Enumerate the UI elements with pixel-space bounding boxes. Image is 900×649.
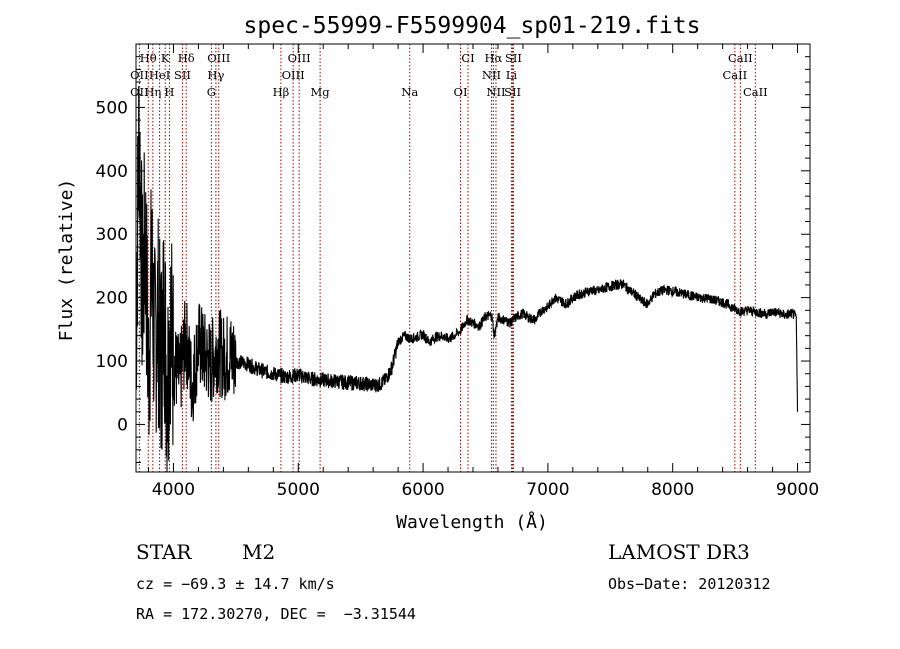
x-tick-label: 6000 xyxy=(401,480,444,500)
line-id-label: CaII xyxy=(728,51,753,65)
x-tick-label: 7000 xyxy=(526,480,569,500)
line-id-label: NII xyxy=(486,85,505,99)
object-subclass: M2 xyxy=(242,540,276,564)
line-id-label: CI xyxy=(461,51,474,65)
line-id-label: SII xyxy=(505,51,522,65)
line-id-label: OI xyxy=(454,85,468,99)
line-id-label: H xyxy=(164,85,174,99)
redshift-text: cz = −69.3 ± 14.7 km/s xyxy=(136,575,335,593)
x-axis-label: Wavelength (Å) xyxy=(396,511,548,533)
line-id-label: Mg xyxy=(311,85,331,99)
y-tick-label: 100 xyxy=(96,352,128,372)
line-id-label: OIII xyxy=(282,68,305,82)
y-tick-label: 300 xyxy=(96,225,128,245)
line-id-label: Hγ xyxy=(207,68,224,82)
y-tick-label: 200 xyxy=(96,289,128,309)
line-id-label: CaII xyxy=(722,68,747,82)
y-axis-ticks: 0 100 200 300 400 500 xyxy=(96,56,810,463)
line-id-label: OIII xyxy=(288,51,311,65)
line-id-label: OII xyxy=(130,68,149,82)
line-id-label: SII xyxy=(504,85,521,99)
y-axis-label: Flux (relative) xyxy=(56,179,77,342)
chart-title: spec-55999-F5599904_sp01-219.fits xyxy=(244,13,701,39)
line-id-label: Hα xyxy=(484,51,502,65)
line-id-label: Hβ xyxy=(273,85,290,99)
line-id-label: Na xyxy=(401,85,418,99)
obs-date: Obs−Date: 20120312 xyxy=(608,575,771,593)
line-id-label: CaII xyxy=(743,85,768,99)
line-id-label: SII xyxy=(174,68,191,82)
x-tick-label: 5000 xyxy=(277,480,320,500)
object-class: STAR xyxy=(136,540,192,564)
x-tick-label: 8000 xyxy=(651,480,694,500)
line-id-label: Hθ xyxy=(140,51,157,65)
line-id-label: K xyxy=(161,51,170,65)
line-id-markers xyxy=(138,44,756,472)
line-id-label: HeI xyxy=(149,68,170,82)
y-tick-label: 0 xyxy=(117,415,128,435)
line-id-label: G xyxy=(207,85,216,99)
line-id-label: Hδ xyxy=(178,51,195,65)
survey-name: LAMOST DR3 xyxy=(608,540,750,564)
coordinates: RA = 172.30270, DEC = −3.31544 xyxy=(136,605,416,623)
y-tick-label: 400 xyxy=(96,162,128,182)
line-id-label: OIII xyxy=(207,51,230,65)
x-tick-label: 9000 xyxy=(776,480,819,500)
line-id-label: NII xyxy=(482,68,501,82)
x-tick-label: 4000 xyxy=(152,480,195,500)
y-tick-label: 500 xyxy=(96,98,128,118)
spectrum-line xyxy=(135,86,799,473)
line-id-label: Li xyxy=(506,68,518,82)
plot-frame xyxy=(135,43,811,473)
x-axis-ticks: 4000 5000 6000 7000 8000 9000 xyxy=(147,44,819,500)
line-id-label: Hη xyxy=(144,85,161,99)
